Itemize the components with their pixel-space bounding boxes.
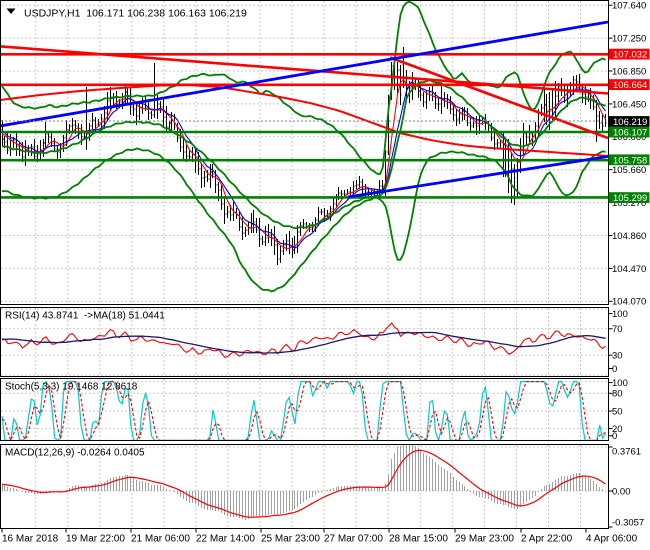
svg-text:0.3761: 0.3761 [612, 446, 641, 457]
svg-text:20: 20 [612, 424, 623, 435]
svg-text:106.850: 106.850 [612, 66, 646, 77]
svg-text:0: 0 [612, 431, 617, 442]
svg-text:29 Mar 23:00: 29 Mar 23:00 [455, 534, 514, 545]
svg-text:0: 0 [612, 364, 617, 375]
svg-text:107.032: 107.032 [613, 50, 647, 61]
svg-text:-0.3057: -0.3057 [612, 517, 644, 528]
svg-text:2 Apr 22:00: 2 Apr 22:00 [521, 534, 573, 545]
svg-text:4 Apr 06:00: 4 Apr 06:00 [586, 534, 638, 545]
svg-text:30: 30 [612, 351, 623, 362]
svg-text:22 Mar 14:00: 22 Mar 14:00 [196, 534, 255, 545]
svg-text:105.299: 105.299 [613, 193, 647, 204]
svg-text:106.060: 106.060 [612, 132, 646, 143]
svg-text:MACD(12,26,9) -0.0264 0.0405: MACD(12,26,9) -0.0264 0.0405 [5, 448, 145, 459]
svg-text:105.270: 105.270 [612, 198, 646, 209]
svg-text:RSI(14) 43.8741 ->MA(18) 51.0: RSI(14) 43.8741 ->MA(18) 51.0441 [5, 311, 165, 322]
svg-text:100: 100 [612, 309, 628, 320]
svg-text:27 Mar 07:00: 27 Mar 07:00 [324, 534, 383, 545]
svg-text:19 Mar 22:00: 19 Mar 22:00 [66, 534, 125, 545]
svg-text:107.640: 107.640 [612, 1, 646, 12]
svg-text:21 Mar 06:00: 21 Mar 06:00 [131, 534, 190, 545]
svg-text:70: 70 [612, 324, 623, 335]
svg-text:0.00: 0.00 [612, 486, 631, 497]
svg-text:25 Mar 23:00: 25 Mar 23:00 [261, 534, 320, 545]
svg-text:106.450: 106.450 [612, 99, 646, 110]
svg-text:Stoch(5,3,3) 19.1468 12.8618: Stoch(5,3,3) 19.1468 12.8618 [5, 382, 138, 393]
svg-text:104.470: 104.470 [612, 264, 646, 275]
svg-text:107.250: 107.250 [612, 34, 646, 45]
svg-text:80: 80 [612, 389, 623, 400]
svg-text:104.860: 104.860 [612, 231, 646, 242]
svg-text:106.664: 106.664 [613, 80, 647, 91]
svg-text:106.107: 106.107 [613, 128, 647, 139]
svg-text:28 Mar 15:00: 28 Mar 15:00 [389, 534, 448, 545]
svg-text:104.070: 104.070 [612, 297, 646, 308]
svg-text:50: 50 [612, 406, 623, 417]
svg-text:105.758: 105.758 [613, 155, 647, 166]
svg-text:100: 100 [612, 378, 628, 389]
svg-text:16 Mar 2018: 16 Mar 2018 [2, 534, 59, 545]
svg-text:106.219: 106.219 [613, 117, 647, 128]
svg-text:USDJPY,H1 106.171 106.238 106: USDJPY,H1 106.171 106.238 106.163 106.21… [24, 8, 247, 20]
svg-text:105.660: 105.660 [612, 165, 646, 176]
